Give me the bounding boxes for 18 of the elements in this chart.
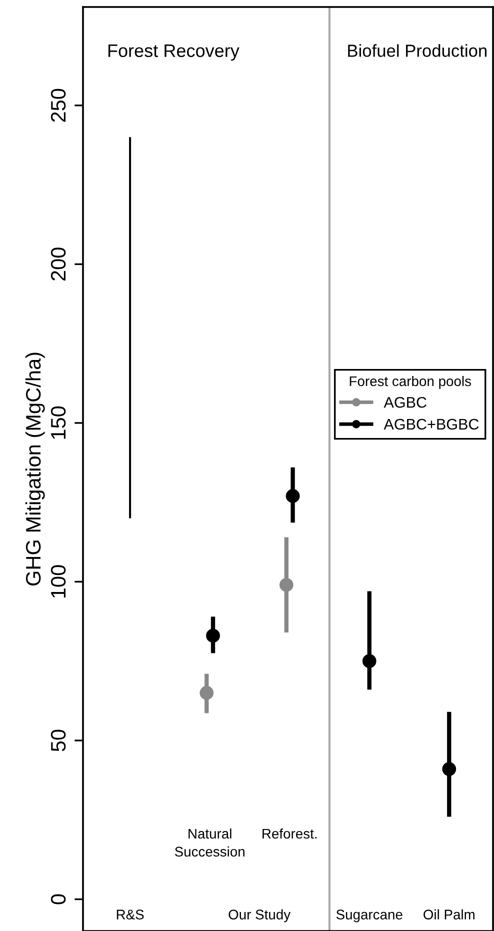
y-tick-label: 50 [50, 730, 66, 752]
legend-label: AGBC [384, 396, 426, 408]
x-tick-label: Natural Succession [174, 828, 244, 857]
x-tick-label: Sugarcane [336, 910, 402, 922]
y-tick-label: 150 [50, 406, 66, 439]
y-tick-label: 200 [50, 248, 66, 281]
y-tick-label: 0 [50, 894, 66, 904]
annotation: Our Study [228, 909, 291, 922]
annotation: Biofuel Production [348, 44, 486, 57]
legend-title: Forest carbon pools [350, 376, 471, 389]
annotation: Forest Recovery [108, 44, 240, 61]
legend-label: AGBC+BGBC [384, 418, 479, 430]
x-tick-label: Oil Palm [424, 909, 474, 920]
y-tick-label: 100 [50, 565, 66, 598]
x-tick-label: R&S [116, 910, 144, 920]
y-axis-title: GHG Mitigation (MgC/ha) [25, 352, 45, 586]
x-tick-label: Reforest. [262, 828, 317, 839]
y-tick-label: 250 [50, 88, 66, 122]
